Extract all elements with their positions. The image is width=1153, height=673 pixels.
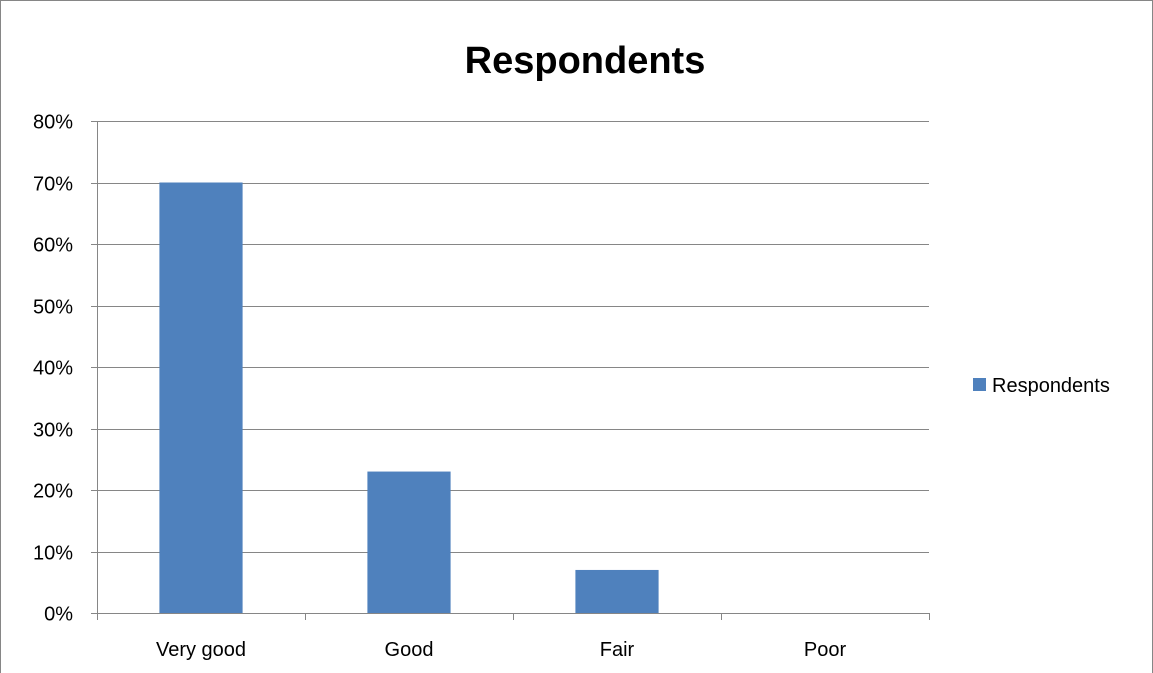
legend: Respondents xyxy=(973,375,1110,397)
y-tick-label: 70% xyxy=(33,174,73,196)
x-tick-label: Very good xyxy=(156,639,246,661)
legend-label: Respondents xyxy=(992,375,1110,397)
y-tick-label: 50% xyxy=(33,297,73,319)
x-tick-label: Poor xyxy=(804,639,847,661)
y-tick-label: 60% xyxy=(33,235,73,257)
x-tick-label: Fair xyxy=(600,639,635,661)
y-tick-label: 0% xyxy=(44,604,73,626)
y-axis-tick-labels: 0% 10% 20% 30% 40% 50% 60% 70% 80% xyxy=(33,112,73,626)
y-tick-label: 20% xyxy=(33,481,73,503)
axes xyxy=(97,121,930,620)
bar-very-good xyxy=(159,182,243,613)
bar-good xyxy=(367,471,451,613)
legend-swatch xyxy=(973,378,986,391)
bar-fair xyxy=(575,569,659,613)
x-tick-label: Good xyxy=(385,639,434,661)
y-tick-label: 30% xyxy=(33,420,73,442)
bars xyxy=(159,182,659,613)
y-tick-label: 40% xyxy=(33,358,73,380)
y-tick-label: 80% xyxy=(33,112,73,134)
chart-title: Respondents xyxy=(465,40,706,82)
y-tick-label: 10% xyxy=(33,543,73,565)
x-axis-tick-labels: Very good Good Fair Poor xyxy=(156,639,847,661)
